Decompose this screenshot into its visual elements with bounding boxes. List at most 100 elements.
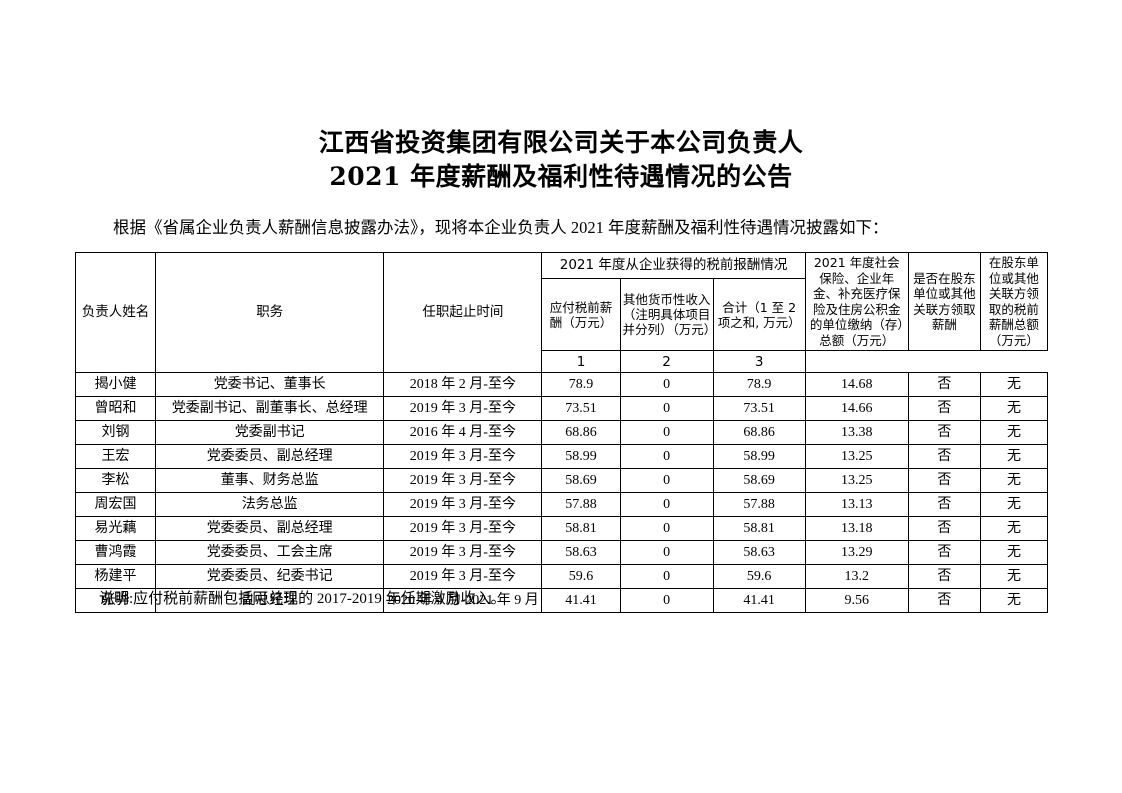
cell-other-monetary: 0 [619,540,714,565]
table-row: 刘钢 党委副书记 2016 年 4 月-至今 68.86 0 68.86 13.38 否无 [74,420,1049,445]
cell-name: 易光藕 [74,516,157,541]
table-row: 杨建平 党委委员、纪委书记 2019 年 3 月-至今 59.6 0 59.6 13.2 否无 [74,564,1049,589]
table-row: 曾昭和 党委副书记、副董事长、总经理 2019 年 3 月-至今 73.51 0 73.5… [74,396,1049,421]
table-row: 周宏国 法务总监 2019 年 3 月-至今 57.88 0 57.88 13.13 否无 [74,492,1049,517]
cell-from-shareholder: 否 [907,444,981,469]
cell-from-shareholder: 否 [907,420,981,445]
table-header: 负责人姓名 职务 任职起止时间 2021 年度从企业获得的税前报酬情况 2021… [74,252,1049,373]
cell-social-insurance: 13.13 [804,492,909,517]
col-header-term: 任职起止时间 [383,252,543,373]
table-row: 李松 董事、财务总监 2019 年 3 月-至今 58.69 0 58.69 13.25 否无 [74,468,1049,493]
cell-other-monetary: 0 [619,372,714,397]
cell-payable-pretax: 58.81 [541,516,621,541]
table-note: 说明:应付税前薪酬包括可兑现的 2017-2019 年任期激励收入。 [99,591,506,607]
cell-total: 41.41 [712,588,806,613]
cell-shareholder-amount: 无 [979,420,1049,445]
cell-term: 2020 年 4 月-2021 年 9 月 [383,588,543,613]
cell-payable-pretax: 73.51 [541,396,621,421]
cell-shareholder-amount: 无 [979,396,1049,421]
cell-total: 68.86 [712,420,806,445]
cell-shareholder-amount: 无 [979,540,1049,565]
cell-other-monetary: 0 [619,564,714,589]
cell-payable-pretax: 58.69 [541,468,621,493]
cell-social-insurance: 13.25 [804,468,909,493]
col-number-3: 3 [712,350,806,373]
cell-social-insurance: 9.56 [804,588,909,613]
cell-payable-pretax: 58.63 [541,540,621,565]
col-number-2: 2 [619,350,714,373]
cell-term: 2019 年 3 月-至今 [383,516,543,541]
page-title: 江西省投资集团有限公司关于本公司负责人 2021 年度薪酬及福利性待遇情况的公告 [0,126,1122,194]
col-header-shareholder-amount: 在股东单位或其他关联方领取的税前薪酬总额（万元） [979,252,1049,351]
cell-term: 2019 年 3 月-至今 [383,468,543,493]
cell-term: 2019 年 3 月-至今 [383,396,543,421]
intro-paragraph: 根据《省属企业负责人薪酬信息披露办法》，现将本企业负责人 2021 年度薪酬及福… [113,218,889,237]
cell-position: 党委委员、纪委书记 [155,564,385,589]
col-header-name: 负责人姓名 [74,252,157,373]
cell-social-insurance: 13.29 [804,540,909,565]
cell-payable-pretax: 59.6 [541,564,621,589]
title-line-1: 江西省投资集团有限公司关于本公司负责人 [318,128,804,157]
cell-payable-pretax: 58.99 [541,444,621,469]
col-header-pretax-group: 2021 年度从企业获得的税前报酬情况 [541,252,806,279]
cell-position: 党委委员、工会主席 [155,540,385,565]
cell-total: 59.6 [712,564,806,589]
cell-position: 党委委员、副总经理 [155,444,385,469]
cell-total: 58.69 [712,468,806,493]
cell-social-insurance: 13.38 [804,420,909,445]
salary-table-wrapper: 负责人姓名 职务 任职起止时间 2021 年度从企业获得的税前报酬情况 2021… [74,252,1049,613]
cell-social-insurance: 14.66 [804,396,909,421]
cell-position: 董事、财务总监 [155,468,385,493]
salary-table: 负责人姓名 职务 任职起止时间 2021 年度从企业获得的税前报酬情况 2021… [74,252,1049,613]
table-row: 张骅 副总经理 2020 年 4 月-2021 年 9 月 41.41 0 41.41 9.… [74,588,1049,613]
cell-term: 2018 年 2 月-至今 [383,372,543,397]
cell-total: 58.63 [712,540,806,565]
col-header-other-monetary: 其他货币性收入（注明具体项目并分列）（万元） [619,278,716,351]
cell-payable-pretax: 57.88 [541,492,621,517]
table-row: 揭小健 党委书记、董事长 2018 年 2 月-至今 78.9 0 78.9 14.68 否无 [74,372,1049,397]
cell-position: 党委副书记、副董事长、总经理 [155,396,385,421]
cell-payable-pretax: 41.41 [541,588,621,613]
cell-position: 法务总监 [155,492,385,517]
cell-name: 王宏 [74,444,157,469]
cell-other-monetary: 0 [619,588,714,613]
cell-name: 曾昭和 [74,396,157,421]
cell-other-monetary: 0 [619,444,714,469]
cell-from-shareholder: 否 [907,588,981,613]
cell-other-monetary: 0 [619,516,714,541]
cell-total: 78.9 [712,372,806,397]
cell-term: 2016 年 4 月-至今 [383,420,543,445]
cell-payable-pretax: 78.9 [541,372,621,397]
cell-other-monetary: 0 [619,396,714,421]
cell-shareholder-amount: 无 [979,516,1049,541]
cell-position: 副总经理 [155,588,385,613]
cell-name: 张骅 [74,588,157,613]
cell-shareholder-amount: 无 [979,444,1049,469]
cell-name: 李松 [74,468,157,493]
cell-from-shareholder: 否 [907,564,981,589]
cell-total: 58.99 [712,444,806,469]
cell-total: 57.88 [712,492,806,517]
cell-position: 党委委员、副总经理 [155,516,385,541]
cell-name: 揭小健 [74,372,157,397]
cell-shareholder-amount: 无 [979,588,1049,613]
cell-name: 杨建平 [74,564,157,589]
cell-from-shareholder: 否 [907,468,981,493]
cell-other-monetary: 0 [619,420,714,445]
cell-shareholder-amount: 无 [979,564,1049,589]
cell-from-shareholder: 否 [907,492,981,517]
cell-social-insurance: 13.2 [804,564,909,589]
table-row: 曹鸿霞 党委委员、工会主席 2019 年 3 月-至今 58.63 0 58.63 13.2… [74,540,1049,565]
cell-from-shareholder: 否 [907,396,981,421]
cell-name: 周宏国 [74,492,157,517]
cell-name: 曹鸿霞 [74,540,157,565]
cell-shareholder-amount: 无 [979,372,1049,397]
cell-term: 2019 年 3 月-至今 [383,564,543,589]
table-body: 揭小健 党委书记、董事长 2018 年 2 月-至今 78.9 0 78.9 14.68 否无… [74,372,1049,613]
title-line-2: 2021 年度薪酬及福利性待遇情况的公告 [329,162,793,191]
cell-other-monetary: 0 [619,468,714,493]
cell-position: 党委书记、董事长 [155,372,385,397]
cell-social-insurance: 14.68 [804,372,909,397]
cell-position: 党委副书记 [155,420,385,445]
